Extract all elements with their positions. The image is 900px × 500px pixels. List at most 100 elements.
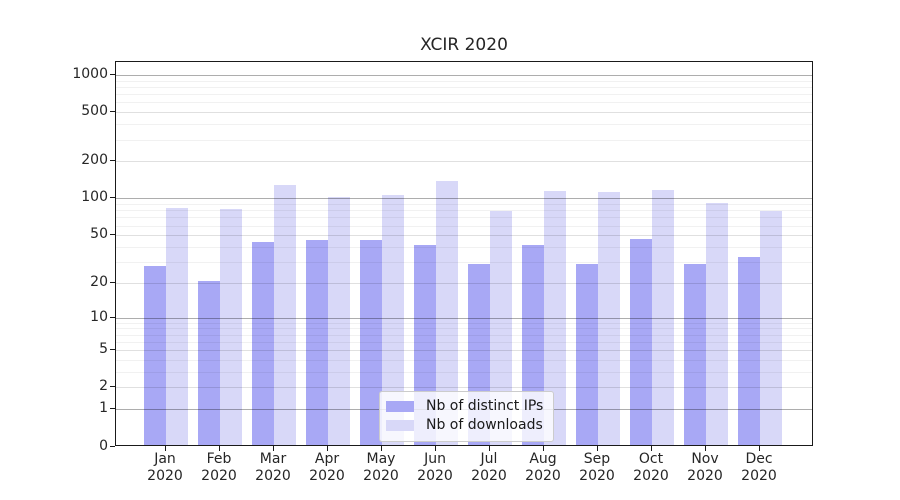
- gridline-50: [116, 235, 812, 237]
- x-tick-mark-apr: [327, 446, 328, 451]
- gridline-900: [116, 80, 812, 82]
- bar-downloads-dec: [760, 211, 782, 445]
- gridline-10: [116, 317, 812, 319]
- bar-downloads-aug: [544, 191, 566, 445]
- y-tick-label-500: 500: [81, 103, 108, 120]
- bar-distinct-ips-dec: [738, 257, 760, 445]
- y-tick-label-10: 10: [90, 308, 108, 325]
- x-tick-label-mar: Mar 2020: [255, 451, 291, 484]
- x-tick-label-feb: Feb 2020: [201, 451, 237, 484]
- x-tick-label-jun: Jun 2020: [417, 451, 453, 484]
- gridline-5: [116, 350, 812, 352]
- legend-label-distinct-ips: Nb of distinct IPs: [426, 398, 544, 414]
- x-tick-mark-nov: [705, 446, 706, 451]
- gridline-6: [116, 341, 812, 343]
- gridline-90: [116, 204, 812, 205]
- gridline-60: [116, 225, 812, 227]
- plot-area: [115, 61, 813, 446]
- y-tick-label-1: 1: [99, 400, 108, 417]
- x-tick-mark-may: [381, 446, 382, 451]
- x-tick-mark-oct: [651, 446, 652, 451]
- gridline-80: [116, 210, 812, 212]
- x-tick-mark-mar: [273, 446, 274, 451]
- x-tick-mark-dec: [759, 446, 760, 451]
- y-tick-mark-500: [110, 111, 115, 113]
- bar-downloads-sep: [598, 191, 620, 445]
- y-tick-mark-200: [110, 160, 115, 162]
- gridline-500: [116, 112, 812, 114]
- bar-downloads-jul: [490, 211, 512, 445]
- bar-downloads-nov: [706, 202, 728, 445]
- y-tick-mark-2: [110, 386, 115, 388]
- x-tick-mark-aug: [543, 446, 544, 451]
- bar-distinct-ips-may: [360, 240, 382, 445]
- bar-downloads-mar: [274, 184, 296, 445]
- x-tick-label-sep: Sep 2020: [579, 451, 615, 484]
- y-tick-mark-1000: [110, 74, 115, 75]
- y-tick-mark-20: [110, 281, 115, 283]
- gridline-40: [116, 246, 812, 248]
- gridline-20: [116, 282, 812, 284]
- gridline-700: [116, 94, 812, 96]
- x-tick-label-oct: Oct 2020: [633, 451, 669, 484]
- gridline-600: [116, 102, 812, 104]
- y-tick-label-20: 20: [90, 273, 108, 290]
- chart-title: XCIR 2020: [420, 35, 508, 55]
- y-tick-mark-5: [110, 349, 115, 351]
- gridline-4: [116, 360, 812, 361]
- y-tick-label-200: 200: [81, 152, 108, 169]
- gridline-800: [116, 87, 812, 88]
- gridline-3: [116, 372, 812, 373]
- y-tick-mark-0: [110, 445, 115, 447]
- y-tick-label-0: 0: [99, 437, 108, 454]
- x-tick-label-jan: Jan 2020: [147, 451, 183, 484]
- gridline-7: [116, 334, 812, 336]
- legend-swatch-distinct-ips-icon: [386, 401, 414, 412]
- legend-item-distinct-ips: Nb of distinct IPs: [386, 397, 543, 416]
- y-tick-label-1000: 1000: [72, 66, 108, 83]
- x-tick-label-nov: Nov 2020: [687, 451, 723, 484]
- y-tick-label-5: 5: [99, 341, 108, 358]
- legend-swatch-downloads-icon: [386, 420, 414, 431]
- gridlines-layer: [116, 62, 812, 445]
- bar-downloads-jan: [166, 208, 188, 445]
- gridline-100: [116, 198, 812, 200]
- gridline-30: [116, 261, 812, 263]
- bar-distinct-ips-jan: [144, 265, 166, 445]
- y-tick-label-2: 2: [99, 378, 108, 395]
- bar-downloads-oct: [652, 190, 674, 445]
- bar-downloads-may: [382, 194, 404, 445]
- bar-downloads-feb: [220, 208, 242, 445]
- bar-distinct-ips-oct: [630, 239, 652, 445]
- legend-item-downloads: Nb of downloads: [386, 416, 543, 435]
- bar-distinct-ips-nov: [684, 263, 706, 445]
- bar-distinct-ips-feb: [198, 281, 220, 445]
- bar-distinct-ips-mar: [252, 241, 274, 445]
- gridline-8: [116, 328, 812, 330]
- x-tick-mark-feb: [219, 446, 220, 451]
- bar-downloads-jun: [436, 180, 458, 445]
- gridline-200: [116, 161, 812, 163]
- y-tick-label-100: 100: [81, 189, 108, 206]
- gridline-2: [116, 387, 812, 389]
- bar-downloads-apr: [328, 197, 350, 445]
- bar-distinct-ips-sep: [576, 263, 598, 445]
- x-tick-mark-jun: [435, 446, 436, 451]
- legend-label-downloads: Nb of downloads: [426, 417, 543, 433]
- y-tick-mark-100: [110, 197, 115, 199]
- gridline-9: [116, 322, 812, 324]
- x-tick-label-may: May 2020: [363, 451, 399, 484]
- x-tick-label-dec: Dec 2020: [741, 451, 777, 484]
- x-tick-mark-jan: [165, 446, 166, 451]
- legend: Nb of distinct IPs Nb of downloads: [379, 391, 555, 442]
- x-tick-mark-sep: [597, 446, 598, 451]
- y-tick-label-50: 50: [90, 226, 108, 243]
- x-tick-label-apr: Apr 2020: [309, 451, 345, 484]
- x-tick-label-aug: Aug 2020: [525, 451, 561, 484]
- bar-distinct-ips-apr: [306, 240, 328, 445]
- y-tick-mark-10: [110, 316, 115, 318]
- gridline-1000: [116, 75, 812, 76]
- x-tick-label-jul: Jul 2020: [471, 451, 507, 484]
- y-tick-mark-50: [110, 234, 115, 236]
- gridline-400: [116, 124, 812, 126]
